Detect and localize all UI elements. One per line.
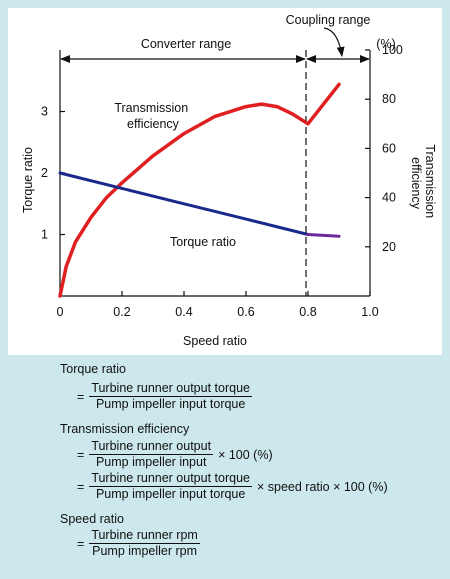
torque-ratio-formula: = Turbine runner output torque Pump impe… [77, 382, 252, 411]
efficiency-suffix-2: × speed ratio × 100 (%) [256, 479, 388, 494]
x-tick-label: 1.0 [361, 305, 378, 319]
torque-ratio-formula-title: Torque ratio [60, 362, 127, 376]
right-y-tick-label: 40 [382, 191, 396, 205]
efficiency-formula-2: = Turbine runner output torque Pump impe… [77, 472, 388, 501]
equals-sign: = [77, 479, 85, 494]
torque-series-label: Torque ratio [170, 235, 236, 249]
efficiency-fraction-1: Turbine runner output Pump impeller inpu… [89, 439, 214, 469]
x-tick-label: 0 [57, 305, 64, 319]
speed-ratio-formula-title: Speed ratio [60, 512, 124, 526]
x-tick-label: 0.2 [113, 305, 130, 319]
fraction-numerator: Turbine runner output torque [89, 471, 252, 487]
torque-ratio-line [58, 171, 310, 236]
torque-ratio-fraction: Turbine runner output torque Pump impell… [89, 382, 252, 411]
converter-range-label: Converter range [141, 37, 231, 51]
speed-ratio-fraction: Turbine runner rpm Pump impeller rpm [89, 529, 200, 558]
right-y-tick-label: 100 [382, 43, 403, 57]
x-tick-label: 0.8 [299, 305, 316, 319]
fraction-denominator: Pump impeller input [95, 455, 207, 469]
left-y-tick-label: 2 [41, 166, 48, 180]
right-axis-title-text: Transmission efficiency [409, 144, 437, 221]
x-tick-label: 0.6 [237, 305, 254, 319]
x-tick-label: 0.4 [175, 305, 192, 319]
left-axis-title: Torque ratio [21, 147, 35, 213]
speed-ratio-formula: = Turbine runner rpm Pump impeller rpm [77, 529, 200, 558]
x-axis-title: Speed ratio [183, 334, 247, 348]
equals-sign: = [77, 536, 85, 551]
coupling-range-label: Coupling range [286, 13, 371, 27]
right-y-tick-label: 60 [382, 141, 396, 155]
coupling-label-leader [323, 27, 345, 57]
coupling-torque-line [306, 233, 341, 238]
chart-panel: Converter range Coupling range (%) Torqu… [8, 8, 442, 355]
chart-svg: Converter range Coupling range (%) Torqu… [21, 13, 437, 348]
efficiency-formula-1: = Turbine runner output Pump impeller in… [77, 440, 273, 469]
right-y-ticks: 20 40 60 80 100 [365, 43, 403, 254]
x-ticks: 0 0.2 0.4 0.6 0.8 1.0 [57, 291, 379, 319]
fraction-denominator: Pump impeller input torque [95, 487, 246, 501]
equals-sign: = [77, 389, 85, 404]
right-axis-title: Transmission efficiency [409, 144, 437, 221]
efficiency-series-label: Transmission efficiency [114, 101, 191, 131]
right-y-tick-label: 20 [382, 240, 396, 254]
fraction-numerator: Turbine runner output [89, 439, 214, 455]
efficiency-suffix-1: × 100 (%) [218, 447, 273, 462]
left-y-tick-label: 1 [41, 228, 48, 242]
right-axis-unit: (%) [376, 37, 395, 51]
equals-sign: = [77, 447, 85, 462]
right-y-tick-label: 80 [382, 92, 396, 106]
efficiency-formula-title: Transmission efficiency [60, 422, 190, 436]
fraction-numerator: Turbine runner output torque [89, 381, 252, 397]
fraction-denominator: Pump impeller rpm [92, 544, 198, 558]
fraction-numerator: Turbine runner rpm [89, 528, 200, 544]
left-y-tick-label: 3 [41, 105, 48, 119]
fraction-denominator: Pump impeller input torque [95, 397, 246, 411]
efficiency-line [58, 82, 341, 298]
series-layer [58, 82, 341, 298]
efficiency-fraction-2: Turbine runner output torque Pump impell… [89, 472, 252, 501]
